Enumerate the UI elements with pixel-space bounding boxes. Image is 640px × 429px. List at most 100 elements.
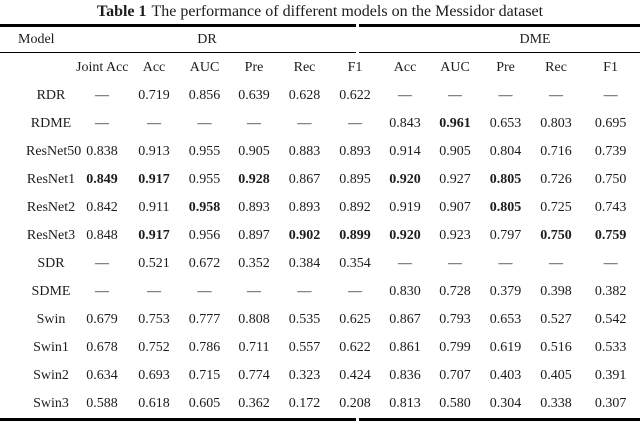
model-name-cell: Swin2 (33, 368, 69, 383)
metric-value-cell: 0.911 (138, 200, 170, 215)
metric-value-cell: 0.917 (138, 228, 170, 243)
column-header-dme-acc: Acc (393, 59, 417, 75)
metric-value-cell: 0.750 (540, 228, 572, 243)
table-row: RDME — — — — — — 0.843 0.961 0.653 0.803 0.695 (0, 110, 640, 138)
metric-value-cell: 0.892 (339, 200, 371, 215)
column-header-model: Model (0, 27, 76, 53)
metric-value-cell: 0.362 (238, 396, 270, 411)
metric-value-cell: 0.893 (288, 200, 321, 215)
metric-value-cell: 0.883 (288, 144, 321, 159)
metric-value-cell: 0.634 (86, 368, 118, 383)
metric-value-cell: 0.707 (439, 368, 471, 383)
metric-value-cell: 0.813 (389, 396, 421, 411)
metric-value-cell: 0.803 (540, 116, 572, 131)
metric-value-cell: 0.743 (594, 200, 627, 215)
rule-gap-artifact (356, 24, 359, 27)
metric-value-cell: 0.849 (86, 172, 118, 187)
metric-value-cell: 0.622 (339, 88, 371, 103)
metric-value-cell: 0.830 (389, 284, 421, 299)
metric-value-cell: 0.927 (439, 172, 471, 187)
metric-value-cell: 0.622 (339, 340, 371, 355)
metric-value-cell: — (498, 88, 513, 103)
column-group-header-dme: DME (380, 27, 640, 53)
metric-value-cell: 0.752 (138, 340, 170, 355)
column-header-dme-f1: F1 (603, 59, 618, 75)
metric-value-cell: — (247, 284, 261, 299)
metric-value-cell: 0.920 (389, 172, 421, 187)
metric-value-cell: 0.961 (439, 116, 471, 131)
metric-value-cell: — (448, 256, 463, 271)
metric-value-cell: 0.557 (288, 340, 321, 355)
metric-value-cell: 0.672 (188, 256, 221, 271)
metric-value-cell: 0.521 (138, 256, 170, 271)
rule-gap-artifact (356, 52, 359, 54)
metric-value-cell: 0.625 (339, 312, 371, 327)
metric-value-cell: 0.338 (540, 396, 572, 411)
column-header-dme-auc: AUC (440, 59, 470, 75)
metric-value-cell: 0.895 (339, 172, 371, 187)
metric-value-cell: 0.897 (238, 228, 270, 243)
metric-value-cell: — (95, 284, 109, 299)
model-name-cell: Swin (36, 312, 66, 327)
metric-value-cell: 0.715 (188, 368, 221, 383)
metric-value-cell: 0.958 (188, 200, 221, 215)
metric-value-cell: 0.805 (489, 172, 522, 187)
metric-value-cell: 0.352 (238, 256, 270, 271)
column-header-dr-auc: AUC (189, 59, 220, 75)
metric-value-cell: 0.799 (439, 340, 471, 355)
metric-value-cell: 0.774 (238, 368, 270, 383)
metric-value-cell: 0.424 (339, 368, 371, 383)
metric-value-cell: 0.907 (439, 200, 471, 215)
metric-value-cell: — (95, 256, 109, 271)
metric-value-cell: 0.759 (594, 228, 627, 243)
metric-value-cell: 0.928 (238, 172, 270, 187)
column-header-dr-pre: Pre (244, 59, 264, 75)
metric-value-cell: 0.398 (540, 284, 572, 299)
metric-value-cell: 0.725 (540, 200, 572, 215)
metric-value-cell: — (297, 284, 312, 299)
group-header-row: Model DR DME (0, 27, 640, 53)
metric-value-cell: 0.639 (238, 88, 270, 103)
metric-value-cell: 0.172 (288, 396, 321, 411)
metric-value-cell: 0.793 (439, 312, 471, 327)
metric-value-cell: 0.535 (288, 312, 321, 327)
metric-value-cell: 0.905 (439, 144, 471, 159)
metric-value-cell: 0.728 (439, 284, 471, 299)
model-name-cell: ResNet50 (26, 144, 82, 159)
metric-value-cell: 0.580 (439, 396, 471, 411)
metric-value-cell: 0.653 (489, 312, 522, 327)
metric-value-cell: 0.693 (138, 368, 170, 383)
metric-value-cell: — (603, 88, 618, 103)
table-row: Swin3 0.588 0.618 0.605 0.362 0.172 0.208 0.813… (0, 390, 640, 418)
metric-value-cell: 0.919 (389, 200, 421, 215)
metric-value-cell: 0.955 (188, 172, 221, 187)
metric-value-cell: 0.956 (188, 228, 221, 243)
metric-value-cell: 0.917 (138, 172, 170, 187)
metric-value-cell: 0.861 (389, 340, 421, 355)
metric-value-cell: 0.808 (238, 312, 270, 327)
metric-value-cell: 0.893 (339, 144, 371, 159)
metric-value-cell: 0.893 (238, 200, 270, 215)
rule-gap-artifact (356, 418, 359, 422)
table-row: ResNet50 0.838 0.913 0.955 0.905 0.883 0.893 0.… (0, 138, 640, 166)
metric-value-cell: 0.848 (86, 228, 118, 243)
metric-value-cell: 0.208 (339, 396, 371, 411)
metric-value-cell: 0.777 (188, 312, 221, 327)
table-caption-text: The performance of different models on t… (151, 3, 544, 20)
top-rule (0, 24, 640, 27)
metric-value-cell: 0.695 (594, 116, 627, 131)
metric-value-cell: 0.843 (389, 116, 421, 131)
metric-value-cell: 0.899 (339, 228, 371, 243)
table-body: RDR — 0.719 0.856 0.639 0.628 0.622 — — — — — RDME — —… (0, 82, 640, 418)
table-caption: Table 1 The performance of different mode… (0, 0, 640, 24)
metric-value-cell: 0.533 (594, 340, 627, 355)
model-name-cell: ResNet1 (26, 172, 76, 187)
metric-value-cell: 0.304 (489, 396, 522, 411)
metric-value-cell: — (348, 116, 363, 131)
metric-value-cell: 0.405 (540, 368, 572, 383)
metric-value-cell: 0.384 (288, 256, 321, 271)
model-name-cell: Swin1 (33, 340, 69, 355)
metric-value-cell: 0.618 (138, 396, 170, 411)
metric-value-cell: 0.679 (86, 312, 118, 327)
table-row: SDR — 0.521 0.672 0.352 0.384 0.354 — — — — — (0, 250, 640, 278)
